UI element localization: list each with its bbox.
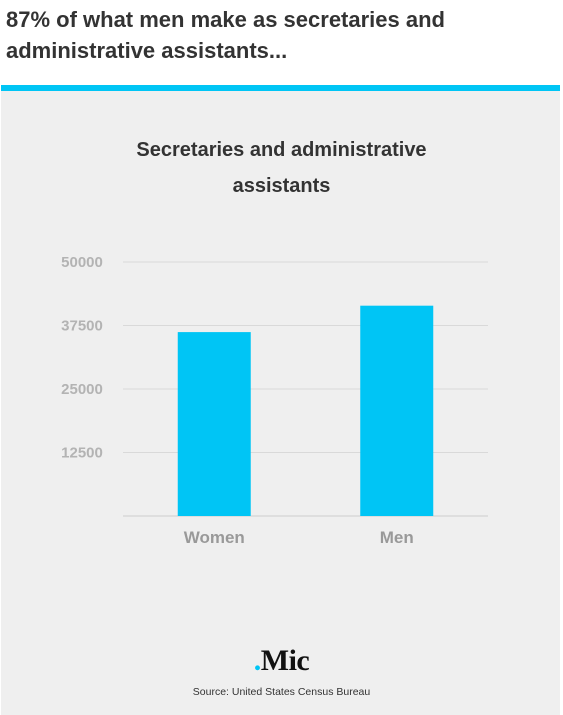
- chart-title-line-1: Secretaries and administrative: [136, 139, 427, 161]
- headline: 87% of what men make as secretaries and …: [6, 7, 445, 63]
- x-category-label: Men: [380, 528, 414, 547]
- y-tick-label: 25000: [61, 381, 103, 398]
- chart-title: Secretaries and administrative assistant…: [0, 132, 563, 204]
- accent-rule: [1, 85, 560, 91]
- y-tick-label: 37500: [61, 318, 103, 335]
- chart-card: [1, 91, 560, 715]
- y-tick-label: 12500: [61, 445, 103, 462]
- x-category-label: Women: [184, 528, 245, 547]
- bar-men: [360, 305, 434, 516]
- bar-women: [177, 332, 251, 516]
- logo-wordmark: Mic: [260, 644, 310, 677]
- mic-logo: .Mic: [0, 644, 563, 678]
- logo-dot: .: [253, 644, 262, 677]
- y-tick-label: 50000: [61, 254, 103, 271]
- chart-title-line-2: assistants: [232, 175, 331, 197]
- source-note: Source: United States Census Bureau: [192, 686, 371, 698]
